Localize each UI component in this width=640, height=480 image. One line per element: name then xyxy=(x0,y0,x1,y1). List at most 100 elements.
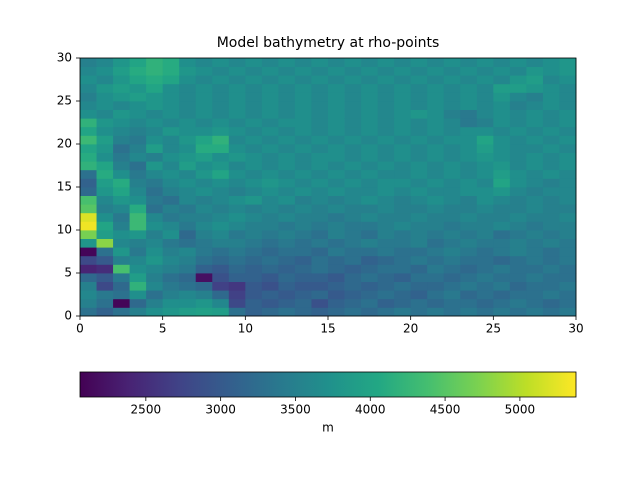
cell xyxy=(476,212,494,222)
y-tick-label: 20 xyxy=(57,137,72,151)
cell xyxy=(394,152,412,162)
cell xyxy=(212,230,230,239)
cell xyxy=(228,230,246,239)
cell xyxy=(344,161,362,171)
cell xyxy=(261,135,279,145)
cell xyxy=(245,161,263,171)
cell xyxy=(542,290,560,300)
cell xyxy=(542,83,560,93)
cell xyxy=(328,230,345,239)
cell xyxy=(509,204,527,214)
cell xyxy=(328,187,345,196)
cell xyxy=(328,204,345,214)
cell xyxy=(146,221,164,231)
cell xyxy=(542,264,560,274)
cell xyxy=(96,126,114,136)
cell xyxy=(113,264,130,274)
cell xyxy=(80,92,97,102)
cell xyxy=(195,281,213,291)
cell xyxy=(162,204,180,214)
cell xyxy=(146,92,164,102)
cell xyxy=(394,195,412,205)
cell xyxy=(278,281,296,291)
cell xyxy=(311,204,329,214)
cell xyxy=(195,118,213,128)
cell xyxy=(146,204,164,214)
cell xyxy=(526,204,544,214)
cell xyxy=(261,144,279,153)
cell xyxy=(278,109,296,119)
cell xyxy=(493,118,511,128)
cell xyxy=(261,109,279,119)
cell xyxy=(311,255,329,265)
cell xyxy=(129,169,147,179)
cell xyxy=(493,126,511,136)
cell xyxy=(394,58,412,67)
cell xyxy=(328,126,345,136)
cell xyxy=(146,161,164,171)
cell xyxy=(278,126,296,136)
cell xyxy=(162,109,180,119)
cell xyxy=(80,169,97,179)
cell xyxy=(195,307,213,317)
cell xyxy=(394,126,412,136)
cell xyxy=(460,281,478,291)
cell xyxy=(278,273,296,282)
cell xyxy=(245,307,263,317)
cell xyxy=(361,307,378,317)
cell xyxy=(113,273,130,282)
cell xyxy=(344,281,362,291)
cell xyxy=(311,58,329,67)
cell xyxy=(96,169,114,179)
cell xyxy=(542,161,560,171)
cell xyxy=(526,281,544,291)
x-tick-label: 15 xyxy=(320,322,335,336)
cell xyxy=(311,118,329,128)
cell xyxy=(377,195,395,205)
cell xyxy=(162,264,180,274)
cell xyxy=(278,187,296,196)
y-tick-label: 0 xyxy=(64,309,72,323)
cell xyxy=(261,178,279,188)
cell xyxy=(410,144,428,153)
cell xyxy=(212,178,230,188)
cell xyxy=(410,230,428,239)
cell xyxy=(509,281,527,291)
cell xyxy=(212,273,230,282)
cell xyxy=(261,273,279,282)
cell xyxy=(427,298,445,308)
cell xyxy=(427,230,445,239)
cell xyxy=(559,92,577,102)
cell xyxy=(129,75,147,85)
cell xyxy=(344,195,362,205)
cell xyxy=(80,66,97,76)
cell xyxy=(476,101,494,110)
cell xyxy=(493,307,511,317)
cell xyxy=(443,273,461,282)
cell xyxy=(394,75,412,85)
cell xyxy=(427,281,445,291)
cell xyxy=(394,298,412,308)
cell xyxy=(377,247,395,257)
cell xyxy=(245,92,263,102)
cell xyxy=(344,58,362,67)
cell xyxy=(113,212,130,222)
cell xyxy=(559,178,577,188)
cell xyxy=(443,221,461,231)
cell xyxy=(278,204,296,214)
cell xyxy=(526,92,544,102)
cell xyxy=(526,255,544,265)
x-tick-label: 0 xyxy=(76,322,84,336)
cell xyxy=(179,144,197,153)
cell xyxy=(294,247,312,257)
cell xyxy=(559,83,577,93)
cell xyxy=(294,195,312,205)
cell xyxy=(542,307,560,317)
cell xyxy=(80,204,97,214)
cell xyxy=(443,178,461,188)
cell xyxy=(460,109,478,119)
cell xyxy=(113,290,130,300)
cell xyxy=(476,109,494,119)
cell xyxy=(311,264,329,274)
cell xyxy=(460,144,478,153)
